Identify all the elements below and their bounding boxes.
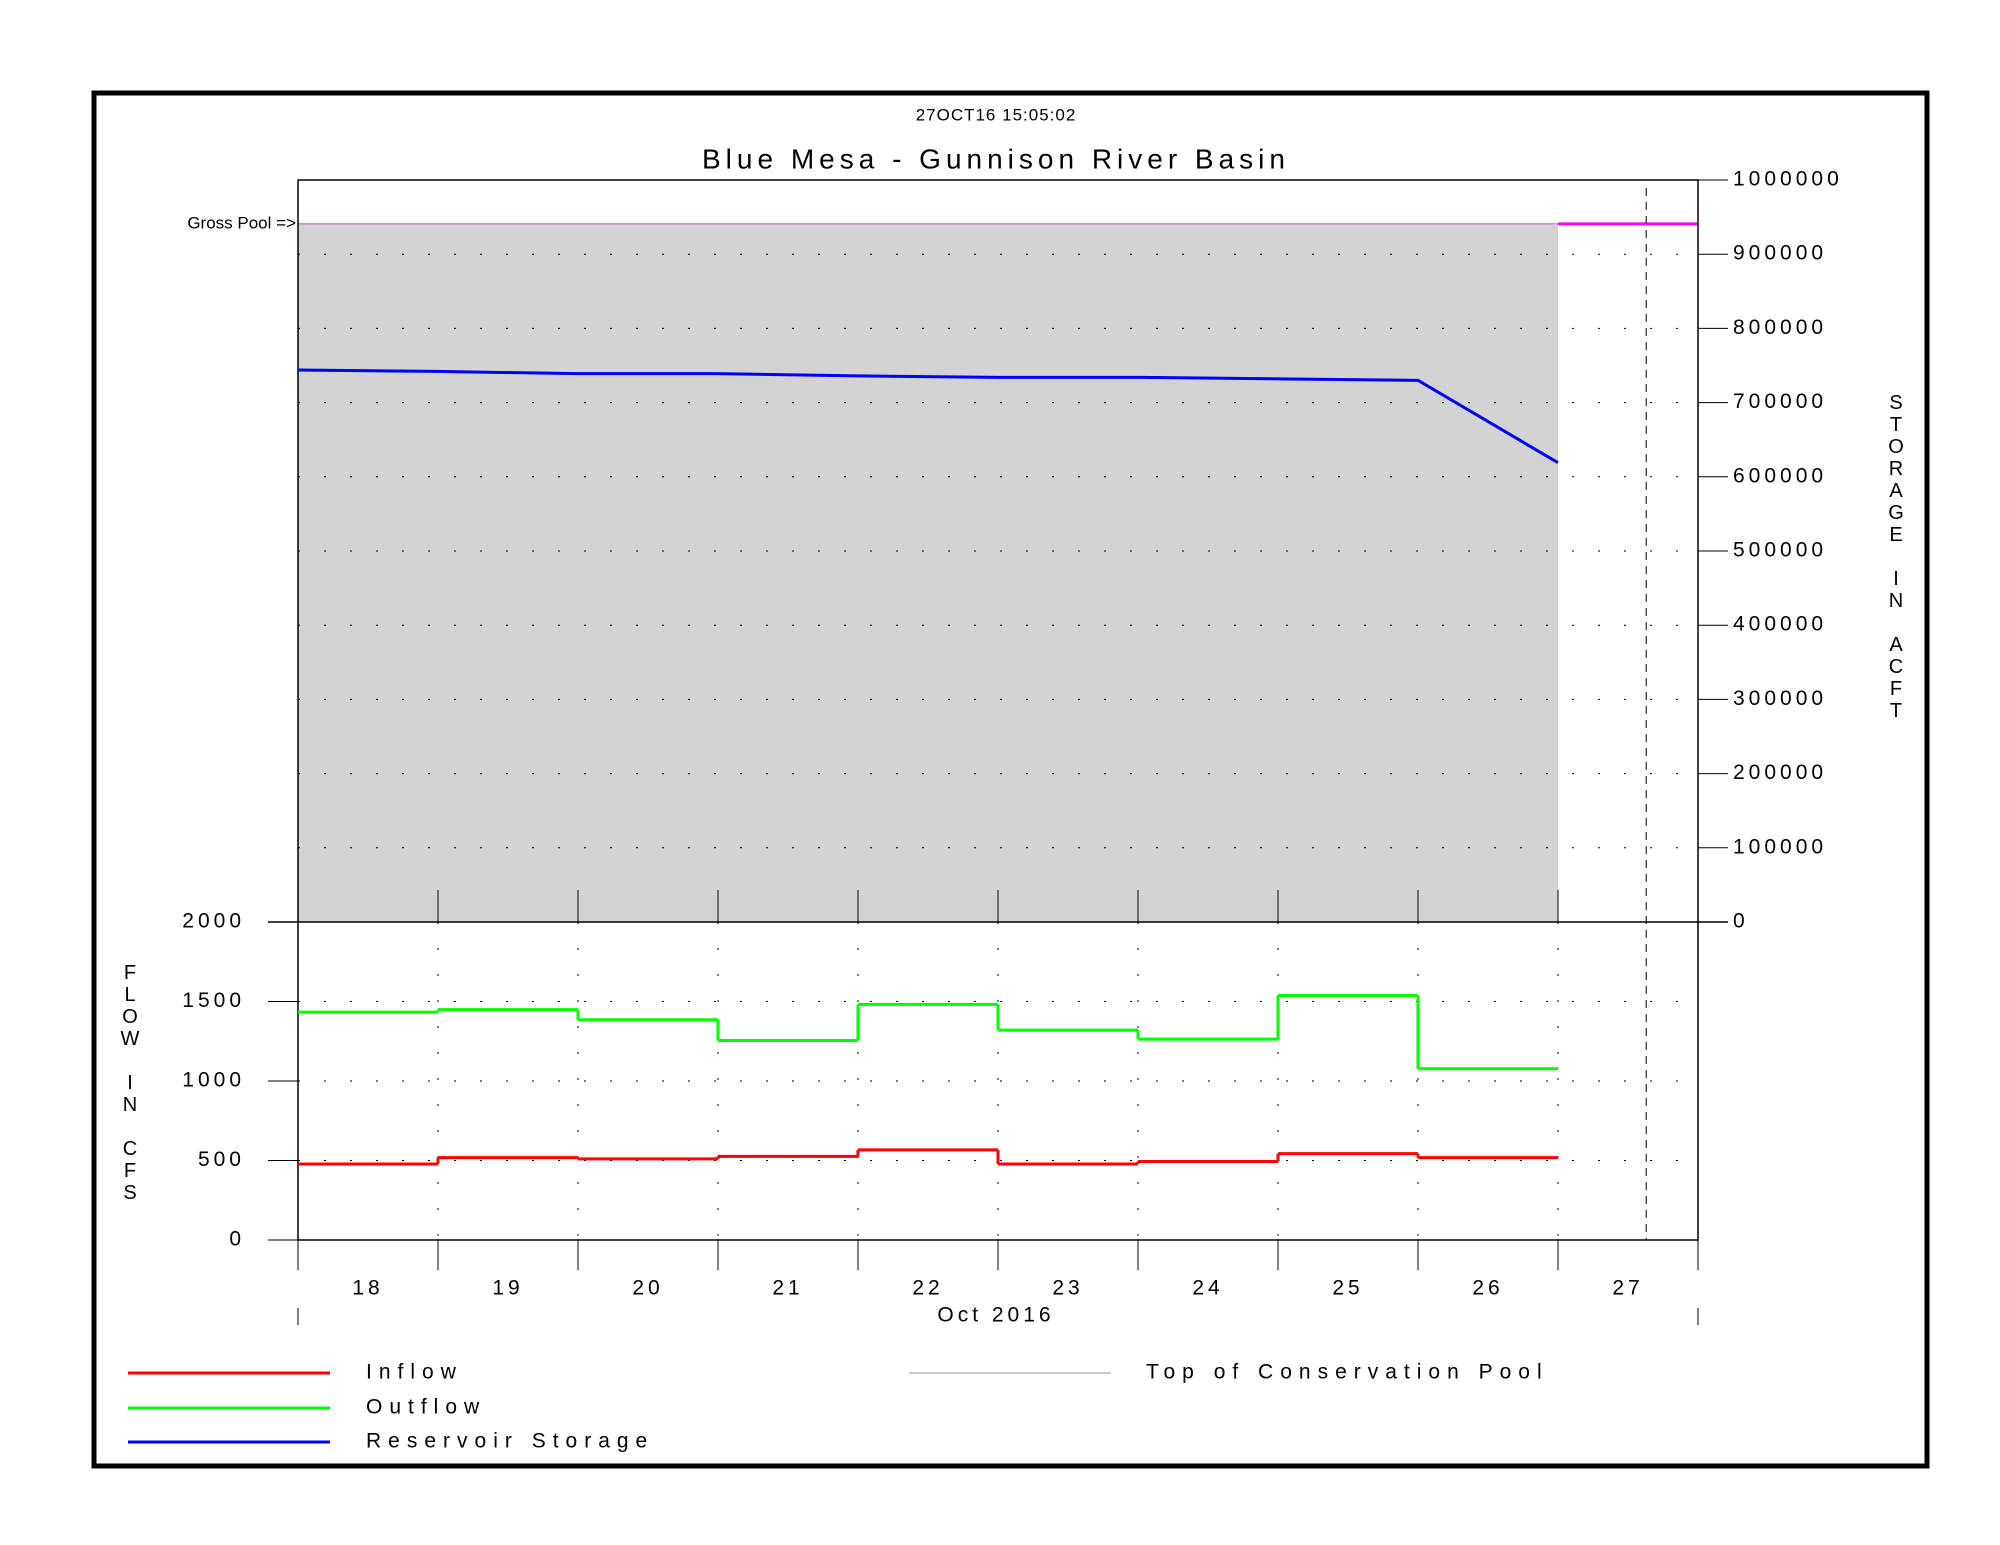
y2-tick-label: 900000 bbox=[1733, 242, 1827, 265]
x-tick-label: 20 bbox=[632, 1277, 663, 1300]
y2-axis-label: STORAGE IN ACFT bbox=[1885, 392, 1907, 722]
timestamp: 27OCT16 15:05:02 bbox=[916, 105, 1077, 124]
y-tick-label: 1000 bbox=[182, 1069, 245, 1092]
x-tick-label: 22 bbox=[912, 1277, 943, 1300]
plot-frame bbox=[297, 179, 1699, 1241]
x-tick-label: 24 bbox=[1192, 1277, 1223, 1300]
y-tick-label: 2000 bbox=[182, 910, 245, 933]
y2-tick-label: 500000 bbox=[1733, 539, 1827, 562]
y2-tick-label: 600000 bbox=[1733, 464, 1827, 487]
y-tick-label: 0 bbox=[229, 1228, 245, 1251]
x-axis-label: Oct 2016 bbox=[937, 1304, 1054, 1327]
y-tick-label: 500 bbox=[198, 1148, 245, 1171]
legend-label: Inflow bbox=[366, 1361, 463, 1384]
legend-label: Top of Conservation Pool bbox=[1146, 1361, 1549, 1384]
y-axis-label: FLOW IN CFS bbox=[119, 962, 141, 1204]
storage-line bbox=[297, 368, 1559, 464]
chart-title: Blue Mesa - Gunnison River Basin bbox=[702, 143, 1290, 174]
y2-tick-label: 200000 bbox=[1733, 761, 1827, 784]
y2-tick-label: 300000 bbox=[1733, 687, 1827, 710]
legend-label: Reservoir Storage bbox=[366, 1430, 654, 1453]
legend-label: Outflow bbox=[366, 1396, 486, 1419]
y2-tick-label: 700000 bbox=[1733, 390, 1827, 413]
gross-pool-label: Gross Pool => bbox=[187, 213, 296, 232]
x-tick-label: 25 bbox=[1332, 1277, 1363, 1300]
y2-tick-label: 1000000 bbox=[1733, 168, 1843, 191]
y-tick-label: 1500 bbox=[182, 989, 245, 1012]
x-tick-label: 18 bbox=[352, 1277, 383, 1300]
x-tick-label: 23 bbox=[1052, 1277, 1083, 1300]
y2-tick-label: 400000 bbox=[1733, 613, 1827, 636]
frame bbox=[91, 90, 1930, 1469]
y2-tick-label: 800000 bbox=[1733, 316, 1827, 339]
x-tick-label: 21 bbox=[772, 1277, 803, 1300]
x-tick-label: 27 bbox=[1612, 1277, 1643, 1300]
x-tick-label: 19 bbox=[492, 1277, 523, 1300]
conservation-pool-area bbox=[298, 223, 1558, 923]
y2-tick-label: 100000 bbox=[1733, 835, 1827, 858]
y2-tick-label: 0 bbox=[1733, 910, 1749, 933]
x-tick-label: 26 bbox=[1472, 1277, 1503, 1300]
